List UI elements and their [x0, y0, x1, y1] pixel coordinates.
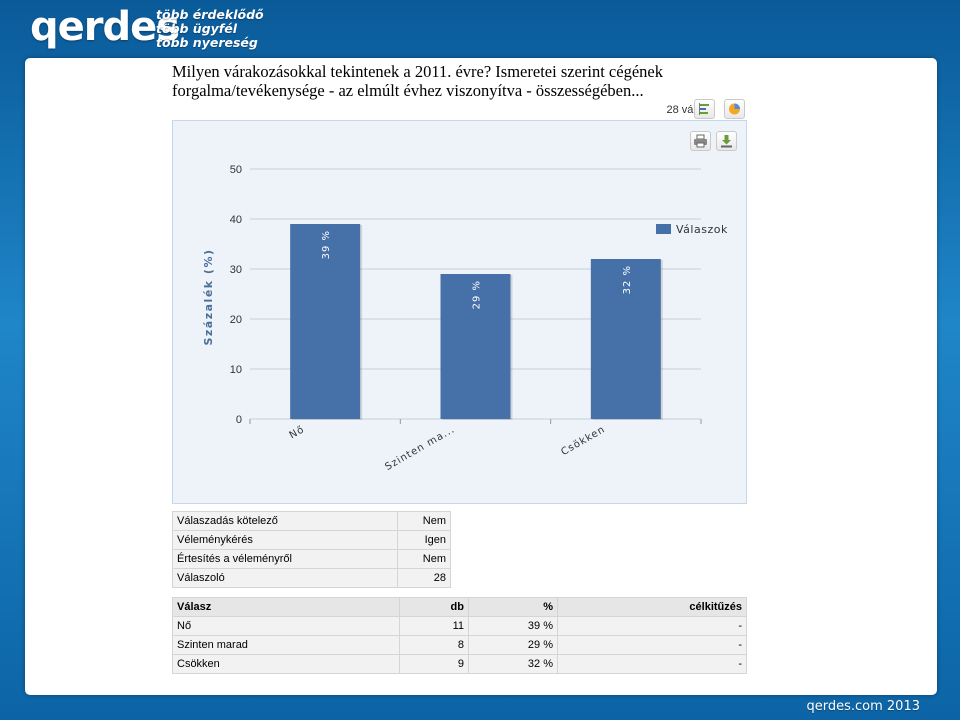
printer-icon: [694, 134, 707, 148]
legend-swatch: [656, 224, 671, 234]
settings-row: Válaszadás kötelező Nem: [172, 511, 451, 531]
bar-chart: 0 10 20 30 40 50 39 % Nő 29 % Szinten ma... 32 % Cs…: [202, 164, 728, 473]
result-answer: Csökken: [172, 654, 400, 674]
x-category-label: Csökken: [559, 424, 607, 458]
print-chart-button[interactable]: [690, 131, 711, 151]
qerdes-logo: qerdes: [30, 4, 180, 50]
question-settings-table: Válaszadás kötelező Nem Véleménykérés Igen É…: [172, 511, 451, 588]
settings-row: Értesítés a véleményről Nem: [172, 549, 451, 569]
settings-row: Válaszoló 28: [172, 568, 451, 588]
bar-data-label: 29 %: [472, 280, 483, 309]
bar: [440, 274, 511, 419]
result-target: -: [557, 654, 747, 674]
table-row: Szinten marad 8 29 % -: [172, 635, 747, 655]
y-tick-label: 10: [230, 364, 242, 376]
result-answer: Nő: [172, 616, 400, 636]
legend-label: Válaszok: [676, 223, 728, 236]
settings-row: Véleménykérés Igen: [172, 530, 451, 550]
header-count: db: [399, 597, 469, 617]
pie-chart-icon: [729, 103, 740, 115]
y-tick-label: 0: [236, 414, 242, 426]
download-icon: [721, 135, 732, 148]
pie-chart-view-button[interactable]: [724, 99, 745, 119]
settings-value: Nem: [397, 511, 451, 531]
results-header-row: Válasz db % célkitűzés: [172, 597, 747, 617]
download-chart-button[interactable]: [716, 131, 737, 151]
tagline: több érdeklődő több ügyfél több nyereség: [156, 8, 264, 50]
bar-data-label: 32 %: [622, 265, 633, 294]
tagline-line: több érdeklődő: [156, 7, 264, 22]
tagline-line: több nyereség: [156, 35, 258, 50]
header-answer: Válasz: [172, 597, 400, 617]
settings-label: Válaszoló: [172, 568, 398, 588]
tagline-line: több ügyfél: [156, 21, 238, 36]
settings-label: Véleménykérés: [172, 530, 398, 550]
content-panel: Milyen várakozásokkal tekintenek a 2011.…: [25, 58, 937, 695]
y-tick-label: 30: [230, 264, 242, 276]
table-row: Nő 11 39 % -: [172, 616, 747, 636]
result-count: 9: [399, 654, 469, 674]
x-category-label: Nő: [287, 423, 307, 441]
y-tick-label: 40: [230, 214, 242, 226]
footer-copyright: qerdes.com 2013: [806, 699, 920, 714]
chart-area: 0 10 20 30 40 50 39 % Nő 29 % Szinten ma... 32 % Cs…: [172, 120, 747, 504]
bar: [590, 259, 661, 419]
result-percent: 29 %: [468, 635, 558, 655]
question-title: Milyen várakozásokkal tekintenek a 2011.…: [172, 62, 663, 100]
settings-label: Válaszadás kötelező: [172, 511, 398, 531]
settings-value: 28: [397, 568, 451, 588]
settings-value: Igen: [397, 530, 451, 550]
result-percent: 32 %: [468, 654, 558, 674]
settings-value: Nem: [397, 549, 451, 569]
table-row: Csökken 9 32 % -: [172, 654, 747, 674]
bar: [290, 224, 361, 419]
results-table: Válasz db % célkitűzés Nő 11 39 % - Szinten …: [172, 597, 747, 674]
y-tick-label: 50: [230, 164, 242, 176]
bar-chart-icon: [699, 103, 709, 115]
result-count: 11: [399, 616, 469, 636]
x-category-label: Szinten ma...: [383, 424, 457, 473]
header-percent: %: [468, 597, 558, 617]
y-axis-label: Százalék (%): [202, 248, 215, 345]
bar-chart-view-button[interactable]: [694, 99, 715, 119]
result-percent: 39 %: [468, 616, 558, 636]
settings-label: Értesítés a véleményről: [172, 549, 398, 569]
header-target: célkitűzés: [557, 597, 747, 617]
result-count: 8: [399, 635, 469, 655]
y-tick-label: 20: [230, 314, 242, 326]
result-target: -: [557, 635, 747, 655]
result-answer: Szinten marad: [172, 635, 400, 655]
result-target: -: [557, 616, 747, 636]
bar-data-label: 39 %: [321, 230, 332, 259]
